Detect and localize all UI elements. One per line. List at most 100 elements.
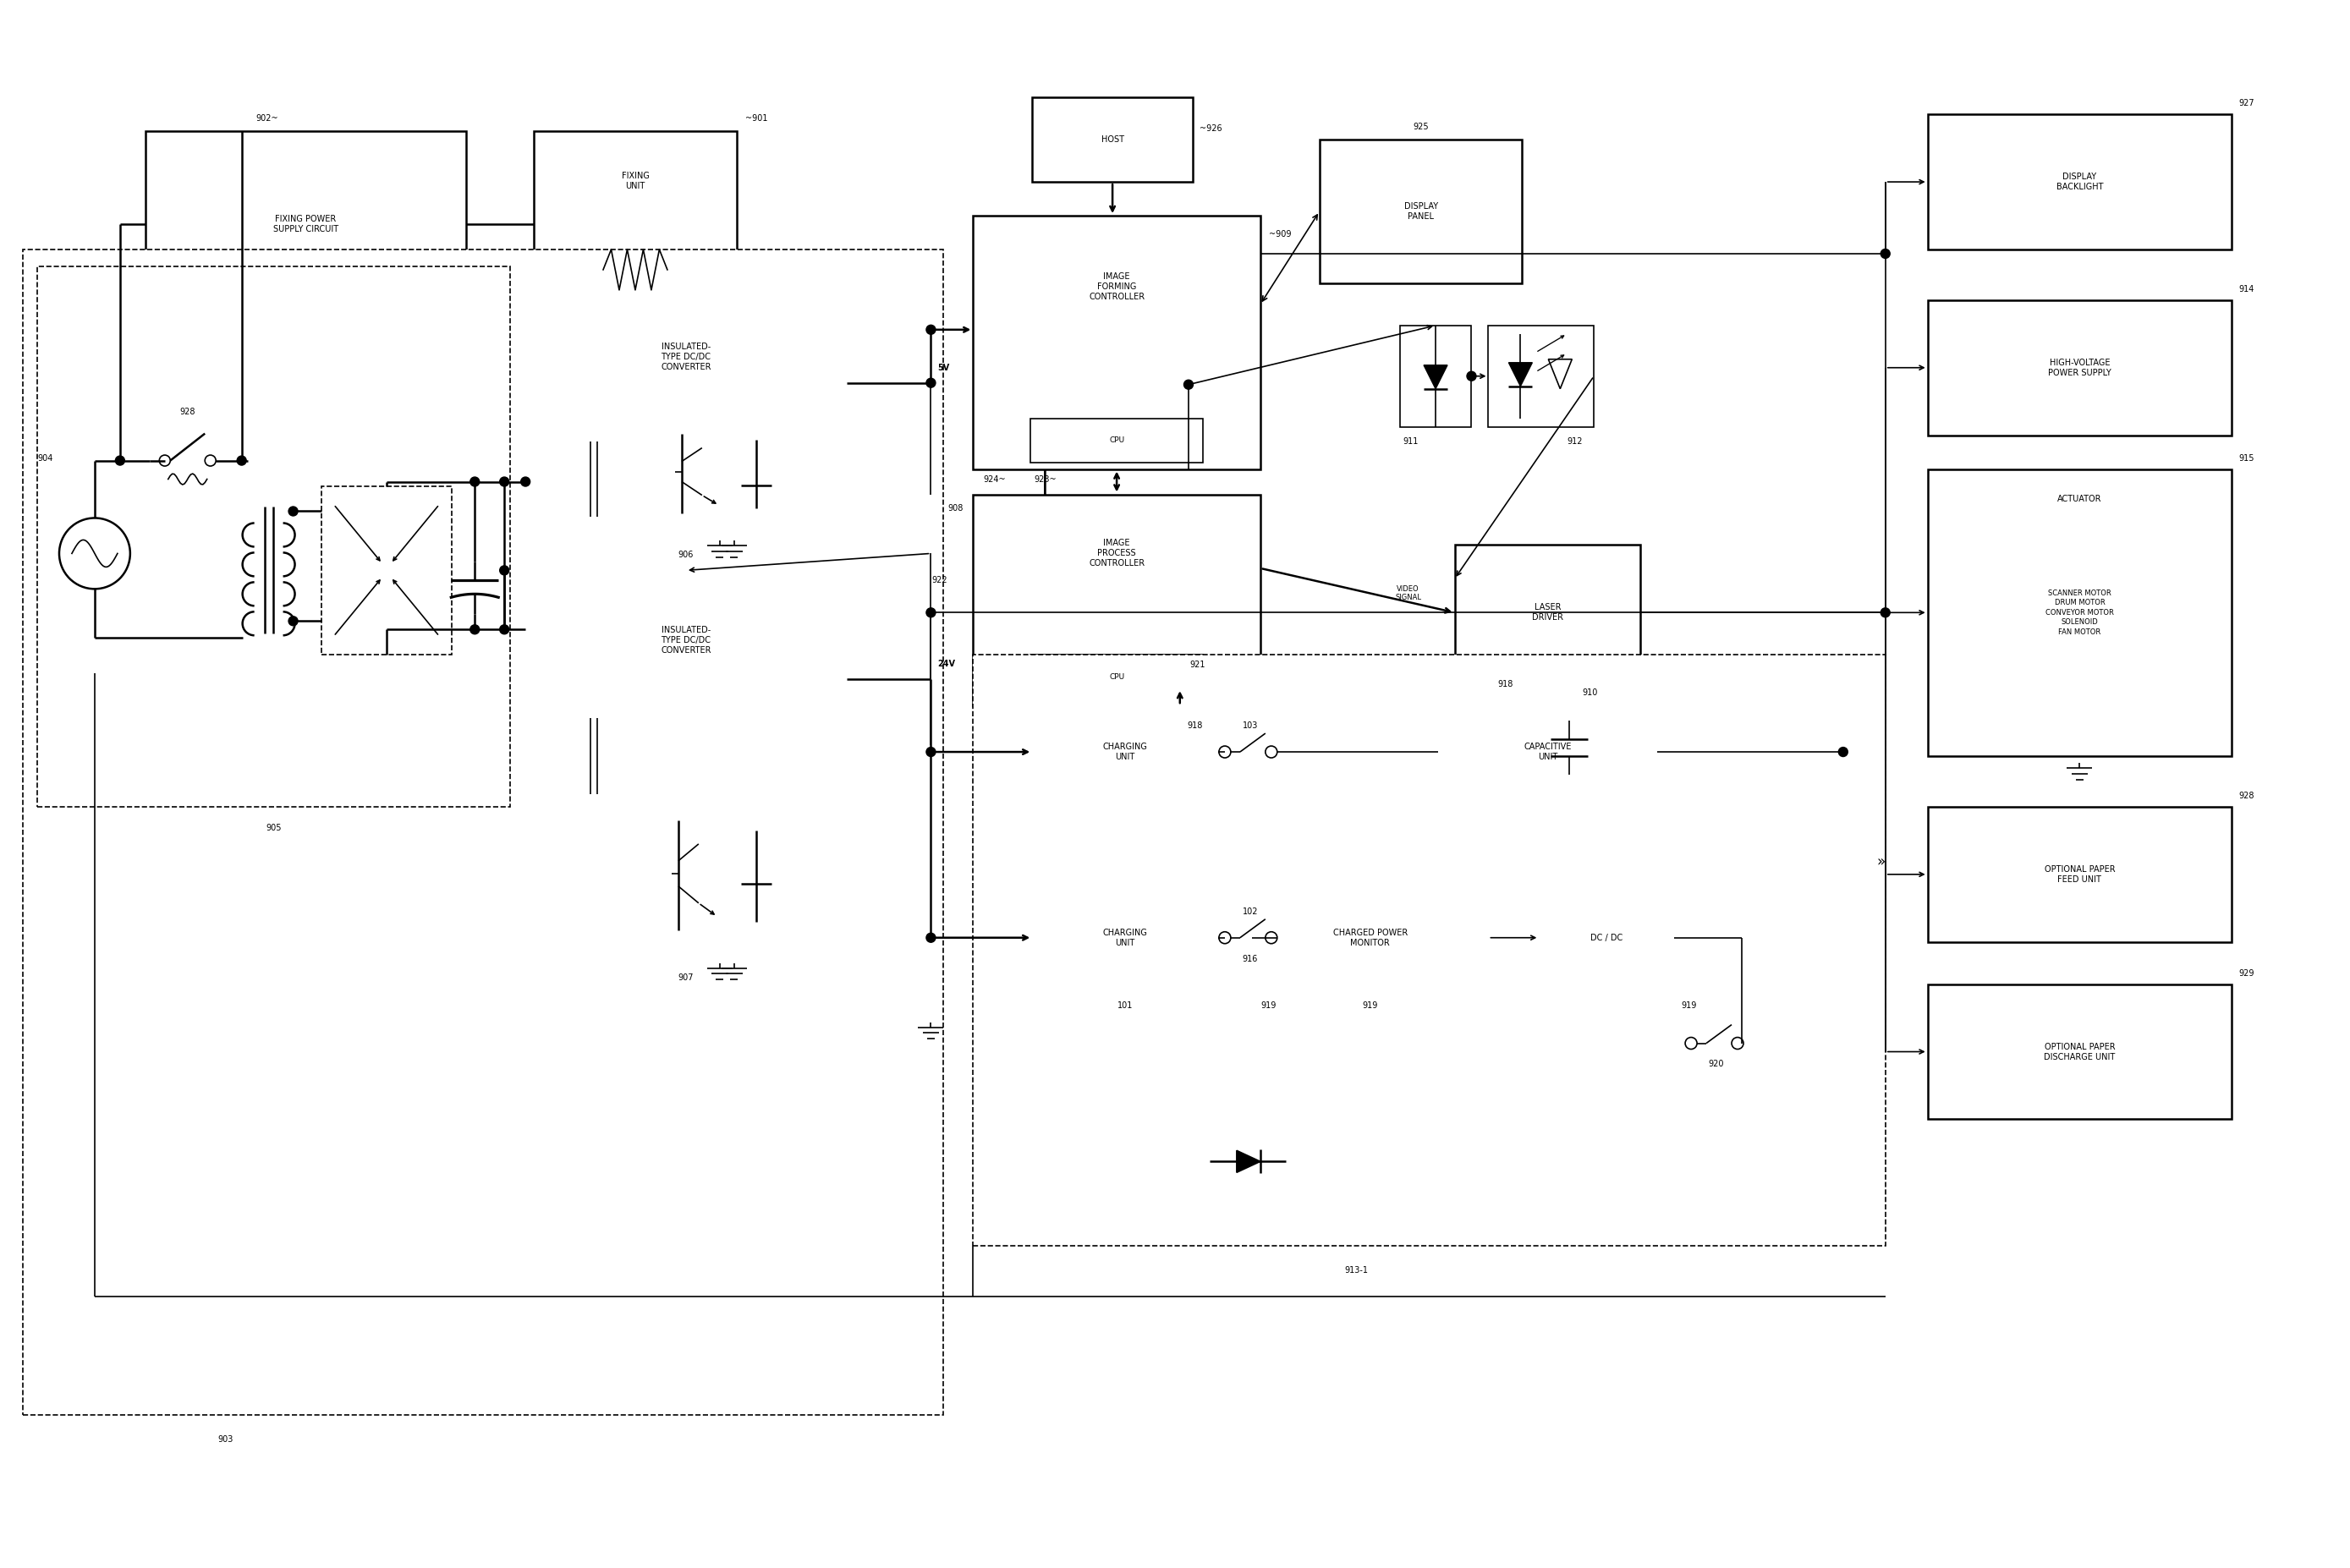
- Text: INSULATED-
TYPE DC/DC
CONVERTER: INSULATED- TYPE DC/DC CONVERTER: [660, 342, 712, 372]
- Text: 24V: 24V: [938, 660, 956, 668]
- FancyBboxPatch shape: [24, 249, 945, 1414]
- FancyBboxPatch shape: [1927, 469, 2232, 756]
- Text: 928: 928: [179, 408, 195, 416]
- Text: HIGH-VOLTAGE
POWER SUPPLY: HIGH-VOLTAGE POWER SUPPLY: [2047, 359, 2110, 376]
- Text: 918: 918: [1497, 681, 1513, 688]
- FancyBboxPatch shape: [1318, 140, 1523, 284]
- Text: 902~: 902~: [256, 114, 280, 122]
- FancyBboxPatch shape: [973, 494, 1260, 706]
- Text: 903: 903: [219, 1435, 233, 1444]
- Text: 913-1: 913-1: [1344, 1267, 1368, 1275]
- FancyBboxPatch shape: [533, 132, 736, 317]
- Text: FIXING
UNIT: FIXING UNIT: [620, 172, 649, 191]
- Circle shape: [522, 477, 531, 486]
- Text: 927: 927: [2240, 99, 2254, 108]
- Polygon shape: [1424, 365, 1448, 389]
- Circle shape: [289, 506, 298, 516]
- Text: CHARGED POWER
MONITOR: CHARGED POWER MONITOR: [1332, 928, 1408, 947]
- Text: 5V: 5V: [938, 364, 949, 372]
- FancyBboxPatch shape: [656, 809, 825, 941]
- FancyBboxPatch shape: [526, 299, 846, 536]
- Text: 914: 914: [2240, 285, 2254, 293]
- FancyBboxPatch shape: [1032, 655, 1203, 699]
- Circle shape: [1838, 748, 1847, 756]
- Text: SCANNER MOTOR
DRUM MOTOR
CONVEYOR MOTOR
SOLENOID
FAN MOTOR: SCANNER MOTOR DRUM MOTOR CONVEYOR MOTOR …: [2045, 590, 2115, 635]
- Text: FIXING POWER
SUPPLY CIRCUIT: FIXING POWER SUPPLY CIRCUIT: [273, 215, 338, 234]
- Text: 923~: 923~: [1034, 475, 1055, 483]
- Text: »: »: [1878, 855, 1885, 869]
- Text: CHARGING
UNIT: CHARGING UNIT: [1102, 928, 1147, 947]
- Circle shape: [1466, 372, 1476, 381]
- Polygon shape: [1509, 362, 1532, 386]
- Text: 928: 928: [2240, 792, 2254, 800]
- Circle shape: [926, 325, 935, 334]
- Text: CHARGING
UNIT: CHARGING UNIT: [1102, 743, 1147, 760]
- Circle shape: [501, 624, 510, 633]
- FancyBboxPatch shape: [526, 571, 846, 958]
- Text: OPTIONAL PAPER
DISCHARGE UNIT: OPTIONAL PAPER DISCHARGE UNIT: [2045, 1043, 2115, 1062]
- FancyBboxPatch shape: [973, 655, 1885, 1247]
- Text: 915: 915: [2240, 453, 2254, 463]
- Text: 906: 906: [679, 550, 693, 560]
- Text: 919: 919: [1680, 1000, 1697, 1010]
- FancyBboxPatch shape: [1401, 326, 1471, 426]
- Text: 919: 919: [1363, 1000, 1377, 1010]
- FancyBboxPatch shape: [1539, 883, 1673, 993]
- Text: ~909: ~909: [1269, 230, 1290, 238]
- Text: DISPLAY
BACKLIGHT: DISPLAY BACKLIGHT: [2056, 172, 2103, 191]
- Text: 905: 905: [266, 823, 282, 833]
- Text: 919: 919: [1262, 1000, 1276, 1010]
- Text: 916: 916: [1243, 955, 1257, 963]
- Text: IMAGE
PROCESS
CONTROLLER: IMAGE PROCESS CONTROLLER: [1088, 539, 1144, 568]
- Circle shape: [926, 608, 935, 618]
- FancyBboxPatch shape: [1253, 883, 1488, 993]
- Text: VIDEO
SIGNAL: VIDEO SIGNAL: [1396, 585, 1422, 602]
- Polygon shape: [1236, 1151, 1260, 1173]
- Text: DC / DC: DC / DC: [1591, 933, 1624, 942]
- Text: 922: 922: [931, 577, 947, 585]
- Text: 929: 929: [2240, 969, 2254, 977]
- Text: DISPLAY
PANEL: DISPLAY PANEL: [1403, 202, 1438, 221]
- Text: 925: 925: [1412, 122, 1429, 132]
- FancyBboxPatch shape: [1032, 97, 1194, 182]
- Circle shape: [470, 624, 479, 633]
- Text: 918: 918: [1187, 721, 1203, 731]
- Circle shape: [237, 456, 247, 466]
- Text: 924~: 924~: [982, 475, 1006, 483]
- Text: 921: 921: [1189, 660, 1206, 670]
- Text: ~901: ~901: [745, 114, 768, 122]
- Text: 904: 904: [38, 453, 52, 463]
- FancyBboxPatch shape: [656, 422, 825, 524]
- Text: 911: 911: [1403, 437, 1417, 445]
- FancyBboxPatch shape: [146, 132, 465, 317]
- Text: 920: 920: [1708, 1060, 1725, 1068]
- Text: 103: 103: [1243, 721, 1257, 731]
- Text: INSULATED-
TYPE DC/DC
CONVERTER: INSULATED- TYPE DC/DC CONVERTER: [660, 626, 712, 655]
- Text: IMAGE
FORMING
CONTROLLER: IMAGE FORMING CONTROLLER: [1088, 273, 1144, 301]
- FancyBboxPatch shape: [1438, 698, 1657, 808]
- Text: 912: 912: [1567, 437, 1584, 445]
- Polygon shape: [1549, 359, 1572, 389]
- FancyBboxPatch shape: [1032, 419, 1203, 463]
- Circle shape: [501, 477, 510, 486]
- Text: HOST: HOST: [1102, 135, 1123, 144]
- Polygon shape: [740, 458, 771, 485]
- Text: LASER
DRIVER: LASER DRIVER: [1532, 604, 1563, 622]
- Text: 907: 907: [679, 974, 693, 982]
- FancyBboxPatch shape: [1032, 883, 1217, 993]
- Text: 908: 908: [947, 505, 964, 513]
- FancyBboxPatch shape: [38, 267, 510, 808]
- Polygon shape: [740, 855, 771, 884]
- Circle shape: [1880, 608, 1889, 618]
- Text: 910: 910: [1582, 688, 1598, 698]
- Text: ACTUATOR: ACTUATOR: [2059, 494, 2101, 503]
- Circle shape: [501, 566, 510, 575]
- Circle shape: [1184, 379, 1194, 389]
- FancyBboxPatch shape: [973, 216, 1260, 469]
- Circle shape: [289, 616, 298, 626]
- Circle shape: [926, 748, 935, 756]
- Circle shape: [926, 933, 935, 942]
- Text: CPU: CPU: [1109, 673, 1123, 681]
- Text: 102: 102: [1243, 908, 1257, 916]
- Text: CAPACITIVE
UNIT: CAPACITIVE UNIT: [1523, 743, 1572, 760]
